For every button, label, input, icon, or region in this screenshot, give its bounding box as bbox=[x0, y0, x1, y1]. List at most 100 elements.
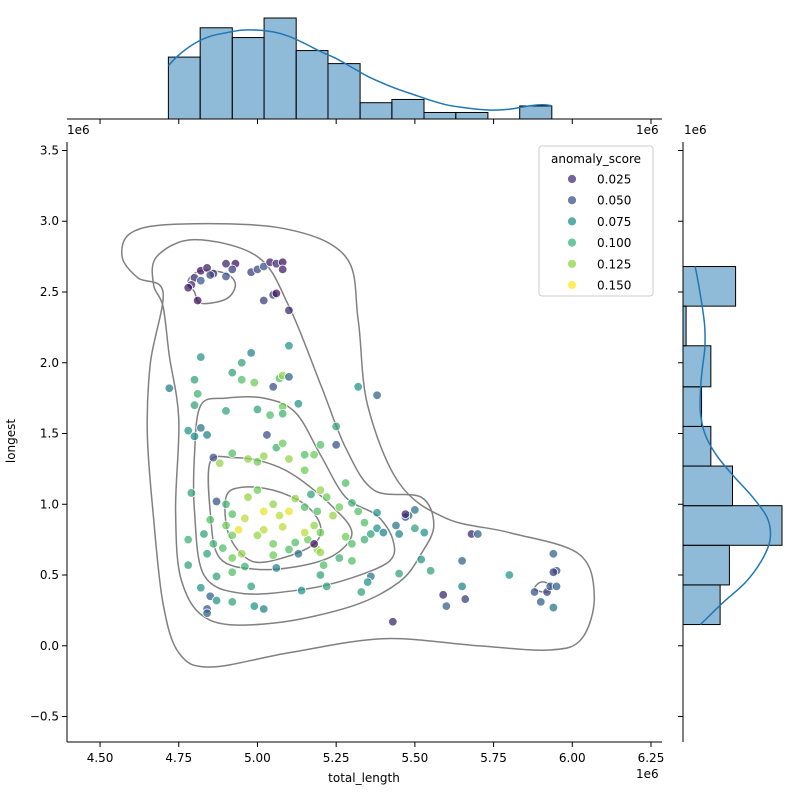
scatter-point bbox=[208, 452, 219, 463]
scatter-point bbox=[183, 425, 193, 436]
scatter-point bbox=[227, 448, 237, 459]
scatter-point bbox=[504, 570, 515, 580]
scatter-point bbox=[322, 581, 332, 592]
legend-marker bbox=[567, 258, 577, 269]
legend-entry-label: 0.150 bbox=[597, 279, 631, 293]
scatter-point bbox=[164, 383, 175, 393]
scatter-point bbox=[252, 404, 263, 415]
top-axis-offset-label-right: 1e6 bbox=[636, 123, 659, 137]
scatter-point bbox=[293, 549, 304, 559]
scatter-point bbox=[309, 520, 319, 531]
scatter-point bbox=[441, 601, 452, 611]
top-axis-ticks bbox=[99, 119, 652, 124]
scatter-point bbox=[347, 556, 357, 566]
scatter-point bbox=[227, 553, 237, 563]
scatter-point bbox=[359, 517, 370, 528]
scatter-point bbox=[529, 587, 540, 597]
top-histogram-bar bbox=[199, 27, 233, 120]
scatter-point bbox=[271, 563, 282, 573]
scatter-point bbox=[246, 581, 256, 592]
scatter-point bbox=[237, 549, 247, 559]
top-histogram-bar bbox=[295, 50, 329, 120]
scatter-point bbox=[400, 509, 411, 519]
scatter-point bbox=[243, 492, 253, 502]
scatter-point bbox=[214, 458, 225, 468]
right-histogram-bar bbox=[682, 425, 712, 467]
scatter-point bbox=[221, 520, 231, 531]
legend-entry-label: 0.075 bbox=[597, 215, 631, 229]
legend-marker bbox=[567, 216, 577, 227]
scatter-point bbox=[192, 295, 203, 306]
legend-entry-label: 0.100 bbox=[597, 236, 631, 250]
x-tick-label: 5.25 bbox=[323, 751, 350, 765]
y-tick-label: 0.0 bbox=[40, 639, 59, 653]
scatter-point bbox=[237, 375, 247, 385]
scatter-point bbox=[299, 465, 310, 476]
scatter-point bbox=[189, 375, 200, 385]
scatter-point bbox=[315, 547, 326, 558]
scatter-point bbox=[356, 587, 367, 597]
scatter-point bbox=[284, 305, 294, 316]
scatter-point bbox=[299, 527, 310, 538]
scatter-point bbox=[243, 454, 253, 464]
top-histogram-bar bbox=[423, 111, 457, 120]
scatter-point bbox=[372, 508, 382, 518]
scatter-point bbox=[237, 358, 247, 368]
y-tick-label: 2.0 bbox=[40, 356, 59, 370]
scatter-point bbox=[252, 457, 263, 467]
scatter-point bbox=[271, 288, 282, 299]
scatter-point bbox=[372, 390, 382, 401]
scatter-point bbox=[551, 581, 562, 592]
right-histogram-bar bbox=[682, 505, 783, 546]
scatter-point bbox=[221, 258, 231, 269]
scatter-point bbox=[457, 581, 467, 592]
x-axis-offset-label: 1e6 bbox=[636, 767, 659, 781]
scatter-point bbox=[334, 502, 345, 512]
scatter-point bbox=[259, 295, 269, 306]
scatter-point bbox=[227, 367, 237, 378]
y-tick-label: −0.5 bbox=[30, 710, 59, 724]
scatter-point bbox=[315, 570, 326, 580]
kde-contour-line bbox=[187, 269, 237, 305]
scatter-point bbox=[416, 554, 426, 565]
scatter-point bbox=[284, 544, 294, 555]
scatter-point bbox=[277, 522, 288, 532]
right-axis-offset-label: 1e6 bbox=[684, 123, 707, 137]
scatter-point bbox=[340, 478, 351, 488]
scatter-point bbox=[394, 568, 404, 579]
scatter-point bbox=[262, 430, 272, 440]
scatter-point bbox=[205, 270, 215, 280]
scatter-point bbox=[240, 561, 250, 572]
right-kde-curve bbox=[694, 266, 772, 626]
top-kde-curve bbox=[167, 29, 552, 111]
top-histogram-bars bbox=[167, 17, 553, 120]
top-histogram-bar bbox=[231, 37, 265, 120]
scatter-point bbox=[347, 539, 357, 549]
scatter-point bbox=[196, 352, 206, 362]
x-tick-label: 6.25 bbox=[638, 751, 665, 765]
scatter-point bbox=[211, 571, 222, 582]
x-axis-label: total_length bbox=[328, 771, 400, 785]
scatter-point bbox=[548, 549, 559, 559]
scatter-point bbox=[186, 488, 197, 498]
scatter-point bbox=[366, 529, 376, 539]
scatter-point bbox=[312, 506, 322, 517]
scatter-point bbox=[218, 543, 228, 553]
legend-title: anomaly_score bbox=[551, 152, 641, 166]
scatter-point bbox=[347, 498, 357, 508]
scatter-point bbox=[391, 520, 401, 531]
legend: anomaly_score 0.0250.0500.0750.1000.1250… bbox=[538, 145, 654, 297]
right-histogram-bar bbox=[682, 345, 712, 388]
x-tick-label: 5.00 bbox=[244, 751, 271, 765]
kde-contour-line bbox=[151, 238, 435, 626]
y-axis-label: longest bbox=[4, 419, 18, 464]
scatter-point bbox=[274, 510, 285, 521]
scatter-point bbox=[208, 539, 219, 549]
legend-marker bbox=[567, 280, 577, 290]
top-histogram-bar bbox=[359, 102, 393, 120]
scatter-point bbox=[359, 534, 370, 545]
right-histogram-bar bbox=[682, 544, 730, 586]
scatter-point bbox=[548, 567, 559, 577]
scatter-point bbox=[353, 382, 363, 392]
